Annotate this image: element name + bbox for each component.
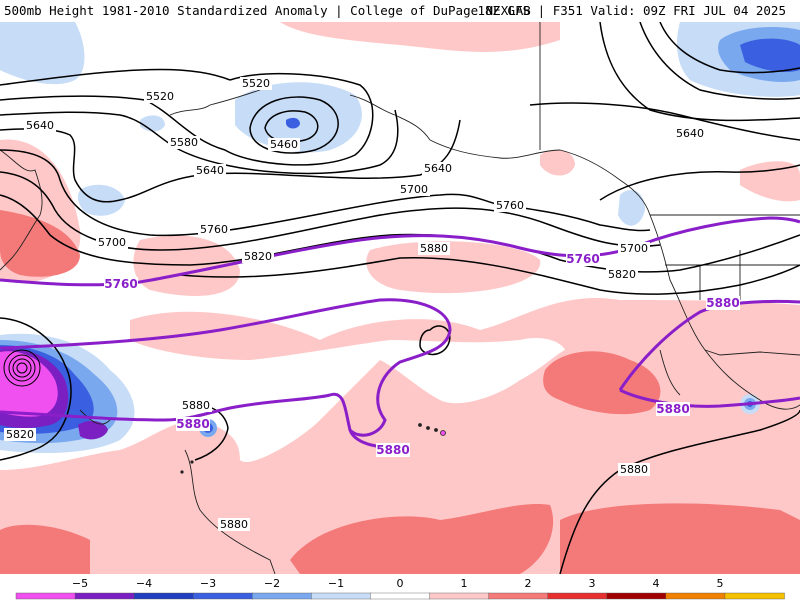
title-bar: 500mb Height 1981-2010 Standardized Anom… <box>0 0 800 22</box>
colorbar-swatch <box>15 592 76 600</box>
colorbar-swatches <box>15 592 785 600</box>
contour-label: 5700 <box>400 183 428 196</box>
anomaly-map: 5460 5520 5520 5580 5640 5640 5640 5640 … <box>0 21 800 575</box>
colorbar-swatch <box>193 592 254 600</box>
contour-label: 5460 <box>270 138 298 151</box>
contour-label: 5880 <box>220 518 248 531</box>
purple-contour-label: 5880 <box>376 443 409 457</box>
purple-contour-label: 5760 <box>104 277 137 291</box>
contour-label: 5580 <box>170 136 198 149</box>
colorbar-swatch <box>665 592 726 600</box>
contour-label: 5640 <box>26 119 54 132</box>
purple-contours <box>0 216 800 449</box>
contour-label: 5820 <box>608 268 636 281</box>
contour-label: 5640 <box>424 162 452 175</box>
colorbar-tick-label: 3 <box>589 577 596 590</box>
contour-label: 5700 <box>98 236 126 249</box>
colorbar-tick-label: 4 <box>653 577 660 590</box>
colorbar-tick-label: −4 <box>136 577 152 590</box>
colorbar-swatch <box>547 592 608 600</box>
purple-contour-label: 5880 <box>656 402 689 416</box>
colorbar-tick-labels: −5 −4 −3 −2 −1 0 1 2 3 4 5 <box>72 577 724 590</box>
colorbar-swatch <box>133 592 194 600</box>
contour-label: 5700 <box>620 242 648 255</box>
colorbar-tick-label: 2 <box>525 577 532 590</box>
purple-contour-labels: 5760 5760 5880 5880 5880 5880 <box>104 252 740 457</box>
contour-label: 5880 <box>182 399 210 412</box>
purple-contour-label: 5880 <box>176 417 209 431</box>
colorbar-tick-label: 5 <box>717 577 724 590</box>
contour-label: 5880 <box>620 463 648 476</box>
contour-label: 5520 <box>146 90 174 103</box>
contour-labels: 5460 5520 5520 5580 5640 5640 5640 5640 … <box>4 77 706 531</box>
colorbar-tick-label: −2 <box>264 577 280 590</box>
model-valid-time: 18Z GFS | F351 Valid: 09Z FRI JUL 04 202… <box>477 3 786 18</box>
contour-label: 5760 <box>496 199 524 212</box>
colorbar-svg: −5 −4 −3 −2 −1 0 1 2 3 4 5 <box>15 577 785 600</box>
colorbar-tick-label: −3 <box>200 577 216 590</box>
colorbar-tick-label: −1 <box>328 577 344 590</box>
colorbar-swatch <box>370 592 431 600</box>
colorbar-swatch <box>311 592 372 600</box>
colorbar-swatch <box>429 592 490 600</box>
contour-label: 5880 <box>420 242 448 255</box>
contour-label: 5820 <box>244 250 272 263</box>
map-title: 500mb Height 1981-2010 Standardized Anom… <box>4 3 531 18</box>
colorbar-tick-label: 0 <box>397 577 404 590</box>
contour-label: 5760 <box>200 223 228 236</box>
purple-contour-label: 5880 <box>706 296 739 310</box>
map-svg: 5460 5520 5520 5580 5640 5640 5640 5640 … <box>0 21 800 575</box>
contour-label: 5520 <box>242 77 270 90</box>
colorbar-swatch <box>724 592 785 600</box>
coastlines <box>0 22 800 575</box>
contour-label: 5640 <box>196 164 224 177</box>
islands <box>180 423 446 474</box>
colorbar-swatch <box>606 592 667 600</box>
storm-rings <box>3 349 41 387</box>
colorbar-swatch <box>252 592 313 600</box>
colorbar-tick-label: 1 <box>461 577 468 590</box>
contour-label: 5640 <box>676 127 704 140</box>
purple-contour-label: 5760 <box>566 252 599 266</box>
contour-label: 5820 <box>6 428 34 441</box>
colorbar-swatch <box>488 592 549 600</box>
negative-anomaly-fill <box>0 22 800 453</box>
height-contours <box>0 21 800 575</box>
strong-positive-anomaly-fill <box>0 210 800 574</box>
colorbar: −5 −4 −3 −2 −1 0 1 2 3 4 5 <box>0 574 800 600</box>
colorbar-swatch <box>74 592 135 600</box>
colorbar-tick-label: −5 <box>72 577 88 590</box>
